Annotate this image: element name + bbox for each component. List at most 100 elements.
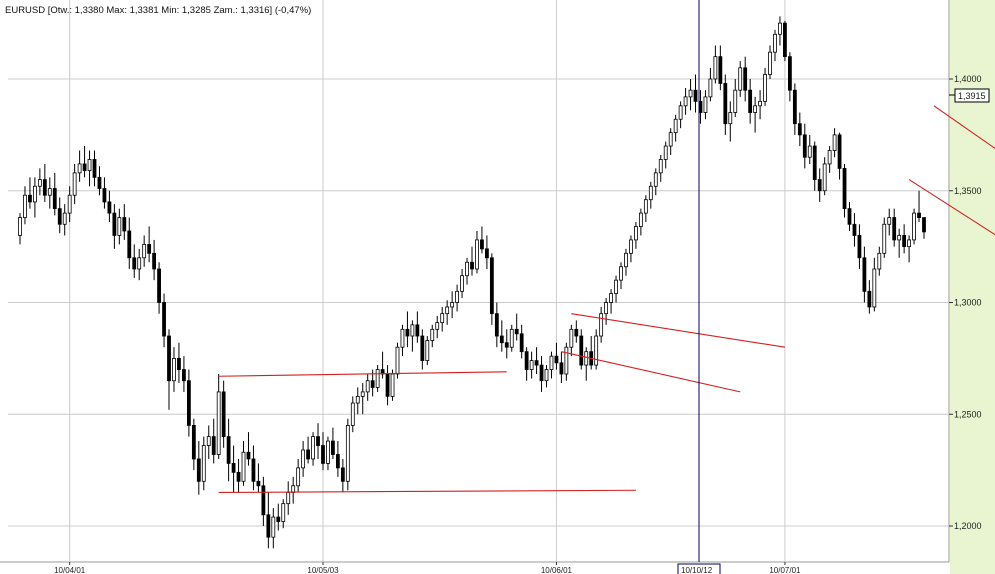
candle xyxy=(489,253,494,325)
candle xyxy=(480,226,484,254)
y-tick-label: 1,2000 xyxy=(954,521,982,531)
candle-body-down xyxy=(127,230,132,259)
candle xyxy=(589,336,594,370)
candle-body-down xyxy=(231,463,236,473)
candle-body-up xyxy=(410,324,415,337)
candle-body-down xyxy=(321,445,325,464)
candle xyxy=(340,458,345,493)
candle-body-down xyxy=(226,436,231,464)
candle-body-up xyxy=(360,391,365,397)
candle-body-up xyxy=(365,380,370,393)
candle-body-up xyxy=(634,226,638,241)
candle-body-up xyxy=(375,369,380,388)
trendline[interactable] xyxy=(571,313,786,348)
candle xyxy=(236,458,241,493)
candle-body-down xyxy=(693,89,698,102)
candle xyxy=(678,101,683,129)
candle-body-down xyxy=(335,454,340,469)
candle xyxy=(177,342,181,383)
candle xyxy=(693,74,698,113)
candle xyxy=(494,302,499,348)
trendline[interactable] xyxy=(561,351,741,393)
candle-body-up xyxy=(355,395,360,404)
candle xyxy=(509,324,514,352)
candle xyxy=(167,329,171,410)
candle-body-up xyxy=(763,74,767,102)
candle xyxy=(733,79,738,117)
candle-body-down xyxy=(792,89,797,125)
candle xyxy=(748,79,753,124)
candle-body-down xyxy=(797,123,802,136)
candle xyxy=(549,351,554,379)
candle-body-down xyxy=(316,436,320,446)
candle xyxy=(852,213,857,247)
candle-body-up xyxy=(296,467,301,487)
candle xyxy=(92,150,97,187)
candle xyxy=(902,224,907,254)
candle-body-down xyxy=(42,179,47,196)
candle-body-down xyxy=(539,364,544,382)
candle-body-down xyxy=(817,179,822,192)
candle xyxy=(912,208,916,245)
cursor-date-tag: 10/10/12 xyxy=(677,563,721,574)
candle xyxy=(614,275,618,303)
candle xyxy=(539,356,544,392)
candle xyxy=(450,291,455,319)
candle-body-up xyxy=(683,96,688,107)
candle-body-up xyxy=(509,328,514,348)
candle xyxy=(375,365,380,392)
candle xyxy=(172,347,176,392)
candle xyxy=(112,204,117,249)
trendline[interactable] xyxy=(933,105,995,213)
candle-body-up xyxy=(807,145,812,158)
candle-body-up xyxy=(658,159,663,174)
candle-body-down xyxy=(246,451,251,460)
candle xyxy=(872,257,877,312)
candle xyxy=(768,45,772,79)
candle xyxy=(922,217,926,239)
candle-body-up xyxy=(67,194,72,214)
candle-body-down xyxy=(470,261,474,270)
candle-body-down xyxy=(519,333,524,353)
y-tick-label: 1,4000 xyxy=(954,74,982,84)
candle xyxy=(460,268,464,299)
candle-body-down xyxy=(236,471,241,482)
candle-body-up xyxy=(281,503,286,522)
candle xyxy=(365,374,370,401)
candle xyxy=(430,324,435,348)
candle-body-up xyxy=(708,78,713,98)
candle xyxy=(887,208,892,236)
candle xyxy=(201,436,206,491)
candle-body-up xyxy=(201,445,206,482)
candle-body-down xyxy=(276,516,281,522)
candle-body-up xyxy=(549,355,554,370)
trendline[interactable] xyxy=(908,179,995,285)
candle xyxy=(331,427,335,459)
candle-body-up xyxy=(400,328,405,348)
candle xyxy=(296,458,301,493)
candle-body-down xyxy=(370,380,375,388)
candle-body-down xyxy=(559,362,564,375)
candle-body-down xyxy=(837,134,842,169)
candle-body-up xyxy=(395,346,400,375)
candle-body-down xyxy=(842,167,847,210)
candle xyxy=(753,96,758,133)
candle-body-up xyxy=(544,369,549,382)
candle-body-up xyxy=(455,290,459,303)
trendline[interactable] xyxy=(218,489,636,494)
candle-body-down xyxy=(420,335,425,362)
candle-body-down xyxy=(514,328,519,335)
candle xyxy=(653,168,658,196)
candle xyxy=(42,163,47,202)
trendline[interactable] xyxy=(218,371,507,377)
candle-body-down xyxy=(97,176,102,189)
candle xyxy=(57,197,62,234)
candle-body-down xyxy=(862,257,867,292)
candle xyxy=(266,492,271,549)
candle xyxy=(137,248,142,281)
candle-body-down xyxy=(266,514,271,538)
candle-body-down xyxy=(499,335,504,344)
candle-body-up xyxy=(206,436,211,446)
candle xyxy=(122,204,127,240)
